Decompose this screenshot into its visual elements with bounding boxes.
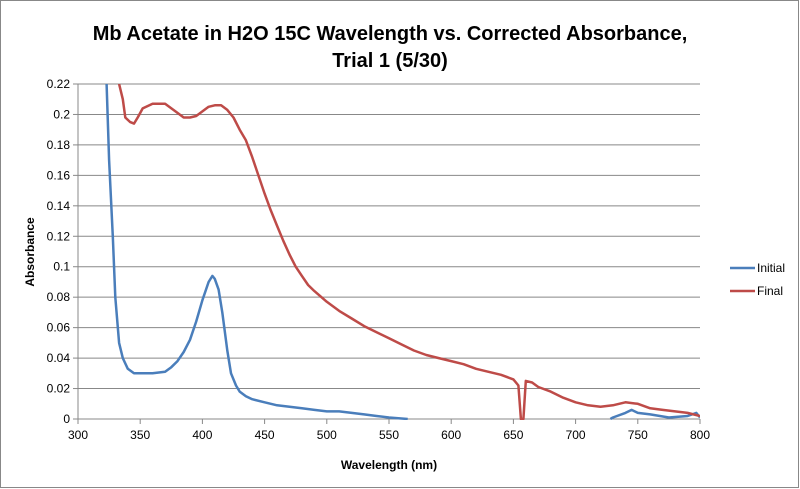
- x-tick-label: 300: [68, 428, 88, 442]
- x-tick-label: 500: [317, 428, 337, 442]
- x-tick-label: 800: [690, 428, 710, 442]
- chart-title-line-1: Mb Acetate in H2O 15C Wavelength vs. Cor…: [93, 23, 688, 45]
- x-tick-label: 350: [130, 428, 150, 442]
- y-tick-label: 0.06: [47, 321, 71, 335]
- y-tick-label: 0.2: [53, 107, 70, 121]
- y-tick-label: 0.02: [47, 382, 71, 396]
- y-tick-label: 0.16: [47, 168, 71, 182]
- x-tick-label: 600: [441, 428, 461, 442]
- legend: Initial Final: [730, 261, 785, 298]
- y-tick-label: 0.04: [47, 351, 71, 365]
- y-tick-label: 0.18: [47, 138, 71, 152]
- x-tick-label: 450: [255, 428, 275, 442]
- y-tick-label: 0.12: [47, 229, 71, 243]
- y-tick-label: 0.1: [53, 260, 70, 274]
- x-tick-label: 700: [566, 428, 586, 442]
- legend-label-initial: Initial: [757, 261, 785, 275]
- x-tick-label: 550: [379, 428, 399, 442]
- y-tick-label: 0.14: [47, 199, 71, 213]
- y-axis-label: Absorbance: [23, 217, 37, 287]
- x-tick-label: 650: [503, 428, 523, 442]
- x-tick-label: 400: [192, 428, 212, 442]
- y-tick-label: 0.08: [47, 290, 71, 304]
- series-line-final: [117, 84, 700, 420]
- y-tick-label: 0: [63, 412, 70, 426]
- x-axis-label: Wavelength (nm): [341, 458, 437, 472]
- y-tick-label: 0.22: [47, 77, 71, 91]
- legend-label-final: Final: [757, 284, 783, 298]
- chart-title-line-2: Trial 1 (5/30): [332, 50, 448, 72]
- x-tick-label: 750: [628, 428, 648, 442]
